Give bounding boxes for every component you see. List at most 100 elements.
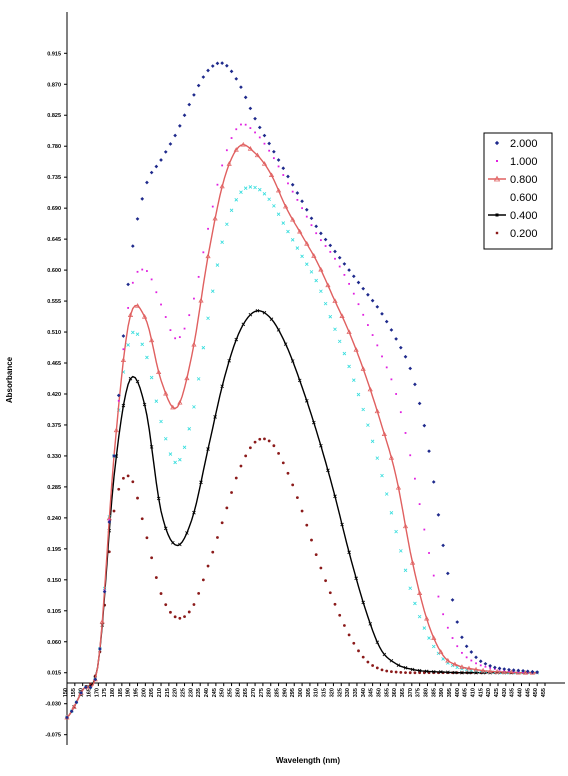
data-point (367, 386, 373, 392)
data-point (408, 366, 413, 371)
data-point (304, 207, 309, 212)
data-point (422, 423, 427, 428)
data-point (136, 270, 139, 273)
legend-marker (493, 175, 501, 182)
data-point (206, 316, 210, 321)
data-point (234, 76, 239, 81)
data-point (390, 670, 393, 674)
data-point (342, 262, 347, 266)
series-layer (64, 61, 540, 720)
data-point (354, 576, 358, 581)
data-point (395, 484, 402, 490)
x-tick-label: 280 (267, 688, 273, 697)
data-point (199, 480, 203, 485)
data-point (201, 578, 205, 582)
data-point (113, 427, 119, 433)
data-point (314, 224, 319, 229)
data-point (436, 513, 441, 517)
data-point (131, 330, 135, 335)
data-point (130, 244, 135, 248)
data-point (410, 667, 415, 672)
data-point (211, 550, 215, 554)
data-point (438, 649, 444, 654)
data-point (220, 61, 224, 65)
data-point (219, 183, 225, 189)
data-point (399, 671, 403, 674)
x-tick-label: 295 (290, 688, 296, 697)
x-tick-label: 270 (251, 688, 257, 697)
data-point (146, 270, 148, 272)
data-point (206, 447, 210, 451)
data-point (281, 166, 286, 171)
data-point (394, 670, 398, 674)
data-point (361, 407, 365, 412)
series-0-800 (64, 142, 538, 720)
data-point (140, 197, 145, 201)
data-point (240, 123, 242, 126)
data-point (489, 667, 492, 669)
data-point (351, 274, 356, 279)
data-point (403, 354, 408, 359)
data-point (460, 670, 464, 675)
data-point (361, 655, 365, 659)
data-point (385, 669, 389, 673)
data-point (255, 308, 260, 313)
data-point (295, 246, 300, 250)
data-point (142, 402, 147, 407)
data-point (441, 543, 445, 548)
data-point (301, 207, 303, 210)
data-point (328, 591, 332, 595)
data-point (253, 440, 257, 444)
data-point (197, 591, 201, 595)
data-point (376, 344, 379, 347)
data-point (398, 345, 403, 350)
data-point (198, 297, 204, 303)
legend-item: 0.400 (488, 210, 538, 222)
x-tick-label: 235 (196, 688, 202, 697)
data-point (149, 170, 154, 175)
x-tick-label: 375 (416, 688, 422, 697)
data-point (417, 668, 422, 673)
data-point (403, 568, 408, 573)
data-point (126, 474, 130, 478)
data-point (347, 633, 351, 637)
x-tick-label: 165 (87, 688, 93, 697)
data-point (216, 536, 219, 539)
x-tick-label: 325 (337, 688, 343, 697)
data-point (318, 266, 324, 272)
data-point (352, 378, 356, 382)
data-point (389, 328, 394, 332)
x-tick-label: 390 (439, 688, 445, 697)
data-point (475, 662, 477, 665)
data-point (170, 404, 176, 410)
data-point (324, 579, 327, 583)
data-point (261, 161, 268, 166)
data-point (248, 185, 253, 189)
data-point (390, 378, 393, 381)
data-point (134, 303, 141, 308)
data-point (424, 669, 429, 674)
x-tick-label: 370 (408, 688, 414, 697)
data-point (178, 336, 181, 339)
data-point (112, 509, 116, 513)
data-point (290, 182, 295, 187)
x-tick-label: 245 (212, 688, 218, 697)
data-point (297, 378, 302, 383)
data-point (276, 328, 281, 332)
data-point (337, 255, 342, 260)
legend-label: 0.200 (510, 228, 538, 240)
data-point (253, 116, 257, 121)
legend-marker (496, 160, 498, 162)
x-tick-label: 365 (400, 688, 406, 697)
data-point (399, 411, 402, 414)
data-point (525, 669, 530, 674)
y-tick-label: 0.195 (47, 547, 61, 553)
data-point (192, 510, 196, 515)
x-tick-label: 410 (470, 688, 476, 697)
data-point (191, 341, 197, 347)
data-point (196, 83, 201, 88)
data-point (311, 253, 317, 258)
data-point (290, 216, 296, 222)
data-point (286, 174, 290, 179)
